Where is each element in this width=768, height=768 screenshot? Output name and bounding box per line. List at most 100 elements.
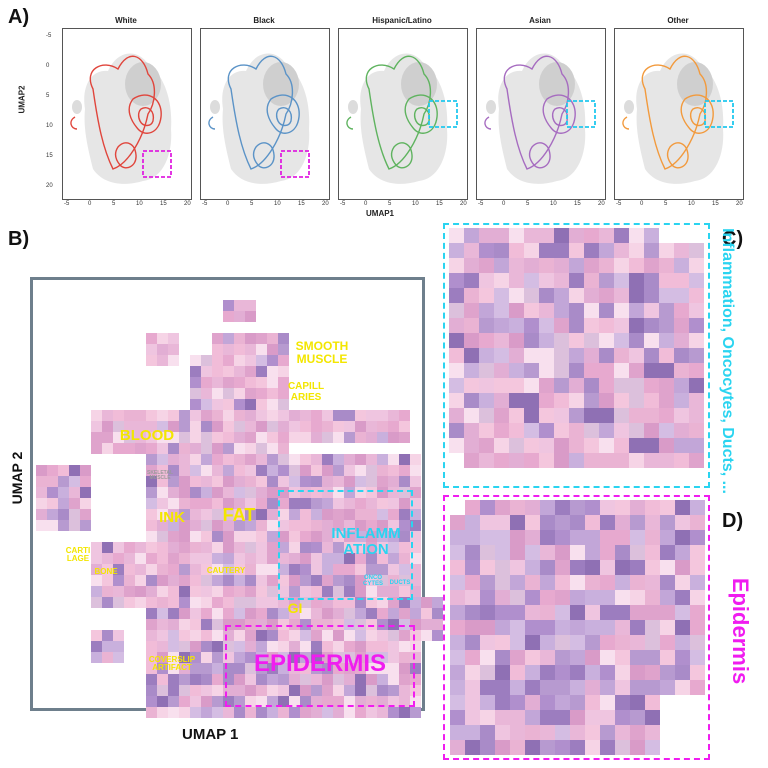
tissue-tile [333,696,344,707]
tissue-tile [201,366,212,377]
tissue-tile [509,318,524,333]
tissue-tile [495,605,510,620]
tissue-tile [267,575,278,586]
tissue-tile [494,318,509,333]
tissue-tile [615,530,630,545]
tissue-tile [102,542,113,553]
tissue-tile [91,553,102,564]
tissue-tile [36,498,47,509]
tissue-tile [524,363,539,378]
tissue-tile [555,710,570,725]
tissue-tile [399,685,410,696]
tissue-tile [146,564,157,575]
tissue-tile [366,465,377,476]
tissue-tile [525,740,540,755]
tissue-tile [450,710,465,725]
tissue-tile [212,542,223,553]
tissue-tile [234,608,245,619]
tissue-tile [289,641,300,652]
tissue-tile [179,575,190,586]
tissue-tile [495,560,510,575]
tissue-tile [660,575,675,590]
tissue-tile [584,288,599,303]
tissue-tile [525,515,540,530]
tissue-tile [300,454,311,465]
tissue-tile [355,465,366,476]
tissue-tile [201,641,212,652]
tissue-tile [645,710,660,725]
density-contour [227,55,294,170]
tissue-tile [629,363,644,378]
tissue-tile [494,243,509,258]
tissue-tile [80,509,91,520]
tissue-tile [644,258,659,273]
tissue-tile [267,564,278,575]
x-tick: 5 [250,201,254,207]
tissue-tile [69,476,80,487]
tissue-tile [614,318,629,333]
tissue-tile [399,465,410,476]
tissue-tile [479,363,494,378]
tissue-tile [223,454,234,465]
tissue-tile [322,476,333,487]
tissue-tile [267,465,278,476]
tissue-tile [168,333,179,344]
tissue-tile [223,652,234,663]
tissue-tile [234,432,245,443]
tissue-tile [525,725,540,740]
tissue-tile [509,378,524,393]
tissue-tile [234,630,245,641]
tissue-tile [495,725,510,740]
tissue-tile [449,348,464,363]
tissue-tile [146,410,157,421]
label-epidermis: EPIDERMIS [253,650,387,677]
tissue-tile [449,438,464,453]
tissue-tile [584,423,599,438]
tissue-tile [234,377,245,388]
tissue-tile [660,665,675,680]
x-tick: 0 [364,201,368,207]
tissue-tile [421,619,432,630]
tissue-tile [660,545,675,560]
tissue-tile [333,641,344,652]
tissue-tile [630,695,645,710]
tissue-tile [157,575,168,586]
tissue-tile [289,509,300,520]
density-contour [275,107,293,127]
tissue-tile [234,597,245,608]
tissue-tile [388,498,399,509]
tissue-tile [410,652,421,663]
tissue-tile [509,393,524,408]
density-outlier [624,100,634,114]
tissue-tile [674,243,689,258]
tissue-tile [267,531,278,542]
tissue-tile [659,348,674,363]
tissue-tile [146,641,157,652]
tissue-tile [584,273,599,288]
tissue-tile [388,707,399,718]
tissue-tile [600,605,615,620]
tissue-tile [524,258,539,273]
tissue-tile [555,650,570,665]
tissue-tile [614,378,629,393]
tissue-tile [212,608,223,619]
tissue-tile [168,564,179,575]
tissue-tile [80,520,91,531]
density-contour [641,55,708,170]
tissue-tile [615,650,630,665]
tissue-tile [201,674,212,685]
tissue-tile [689,393,704,408]
tissue-tile [377,410,388,421]
tissue-tile [267,454,278,465]
tissue-tile [449,423,464,438]
tissue-tile [245,399,256,410]
tissue-tile [223,663,234,674]
tissue-tile [355,509,366,520]
tissue-tile [91,586,102,597]
tissue-tile [464,393,479,408]
tissue-tile [464,228,479,243]
tissue-tile [278,355,289,366]
tissue-tile [569,408,584,423]
y-tick: -5 [46,33,52,39]
tissue-tile [278,432,289,443]
